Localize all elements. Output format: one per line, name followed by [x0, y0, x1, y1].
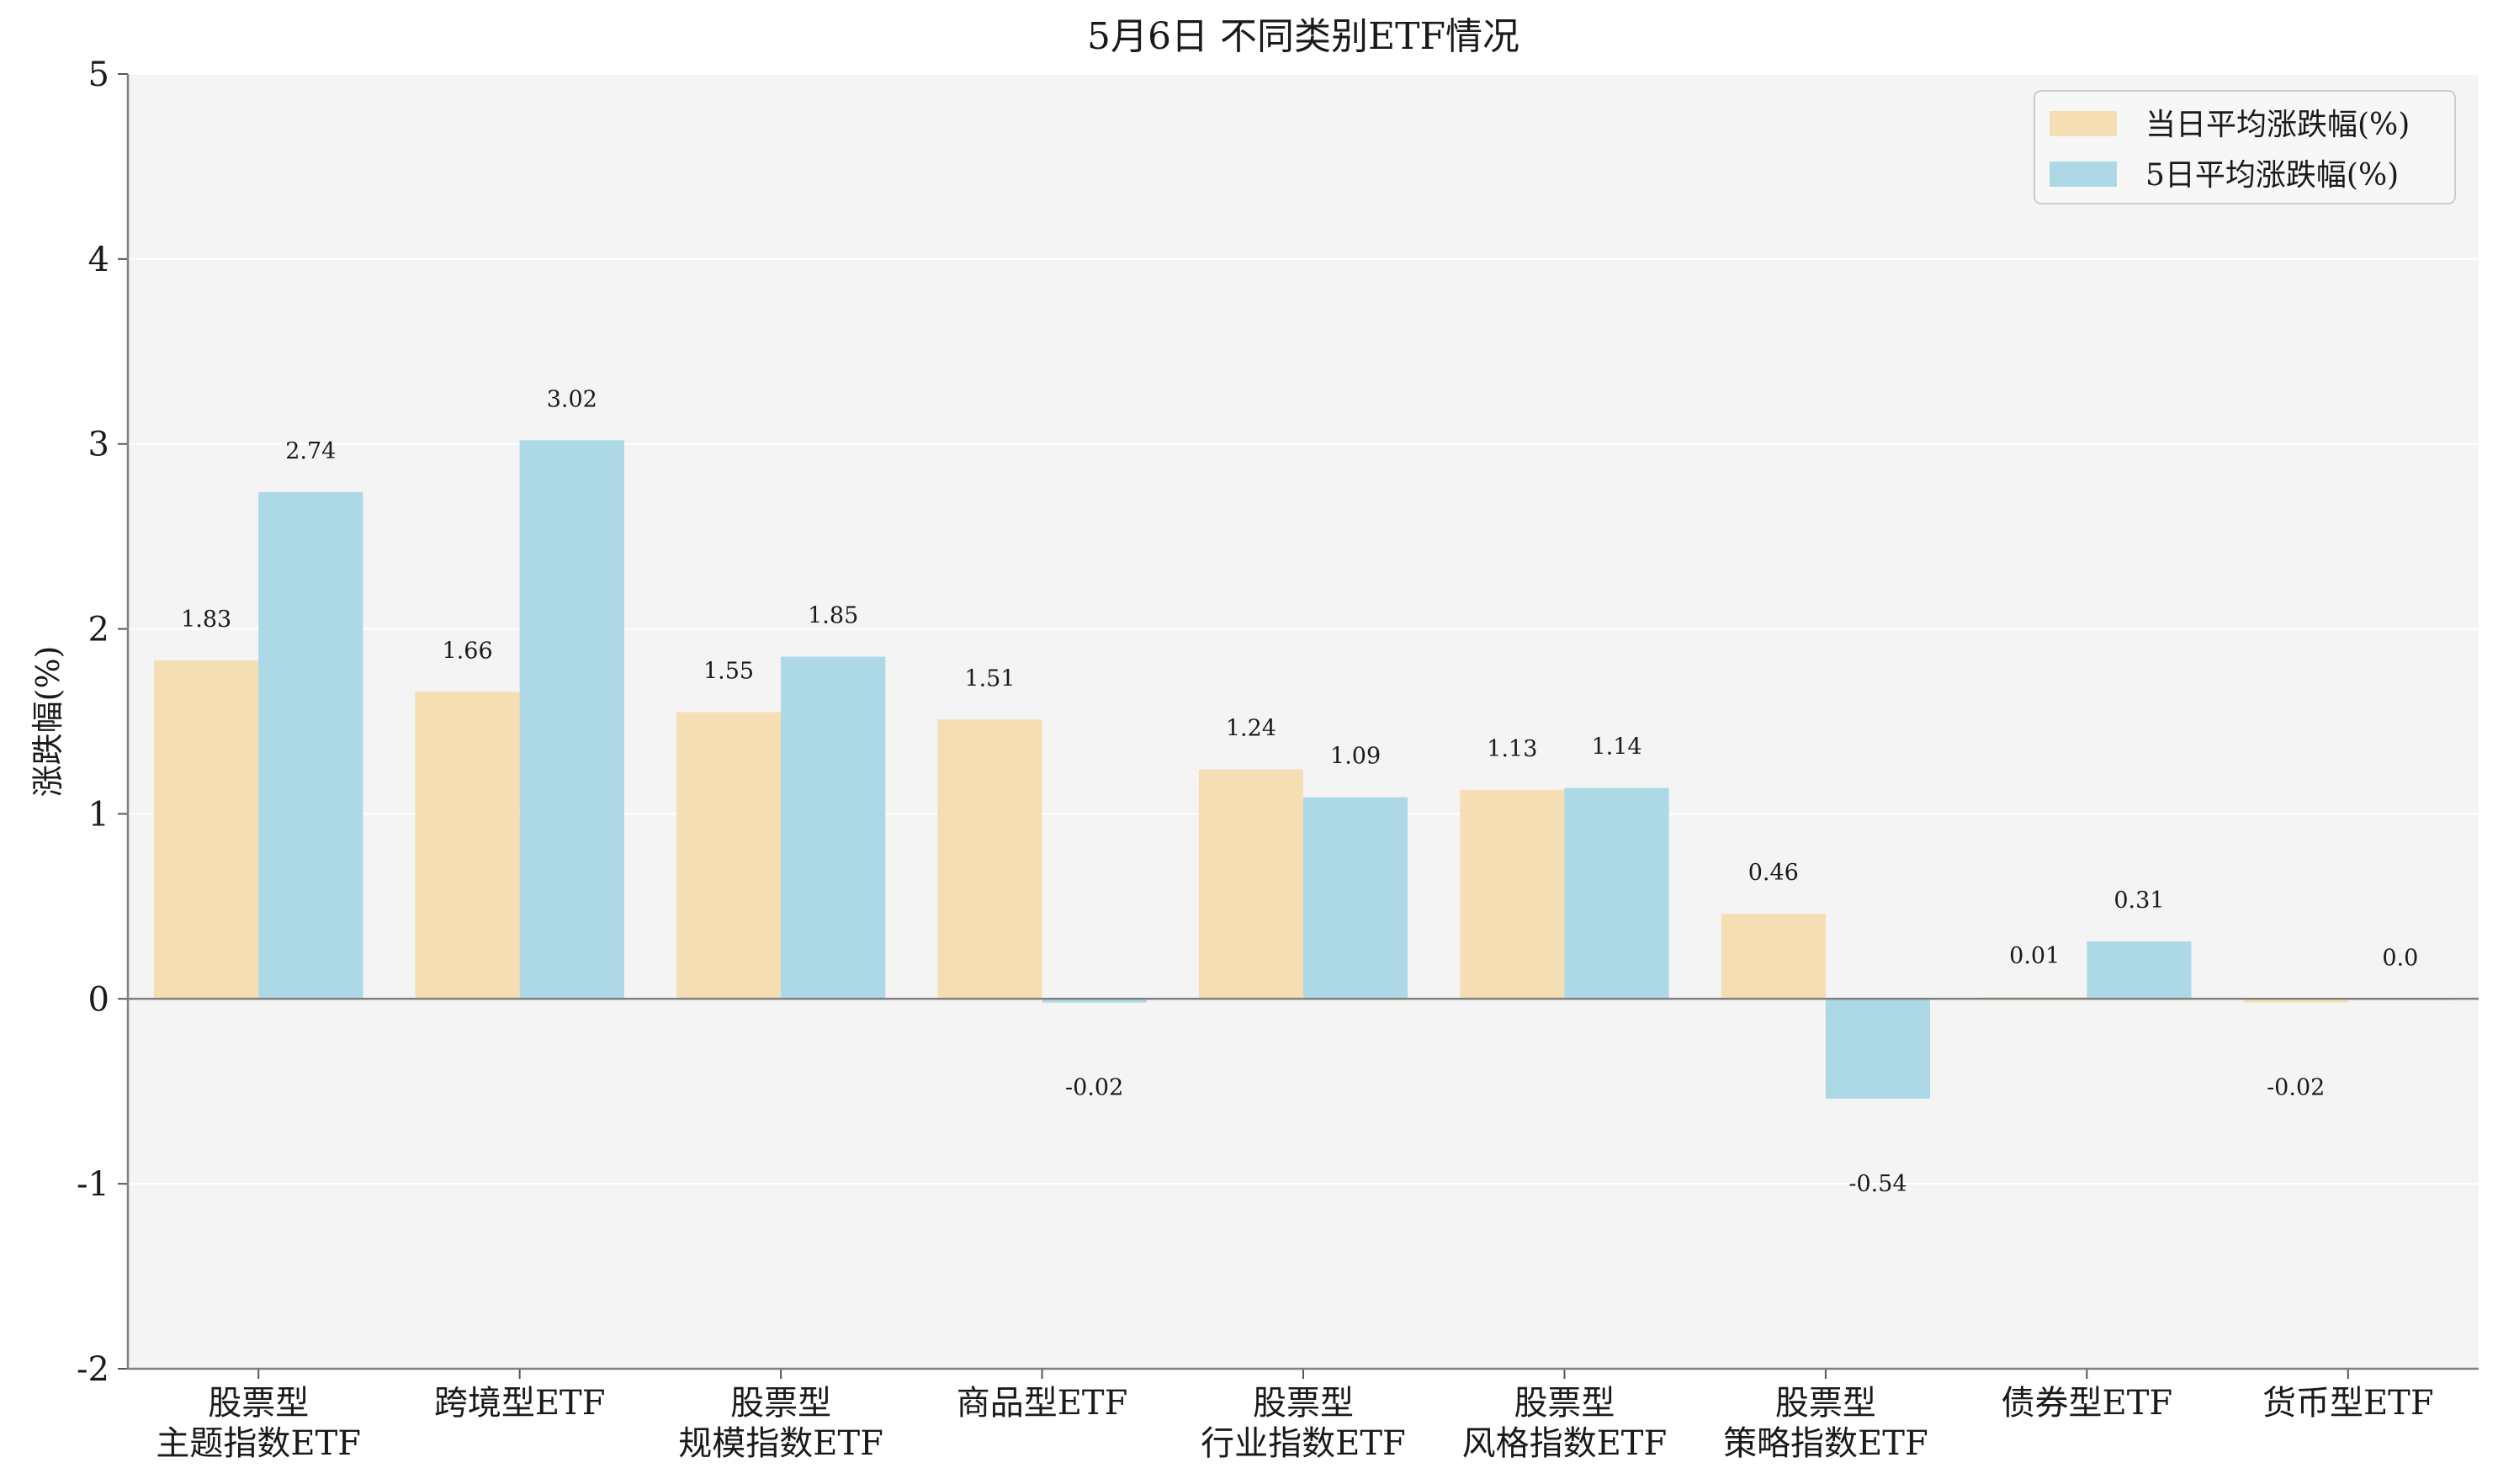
bar [676, 712, 782, 999]
x-tick-label: 股票型 [1775, 1384, 1876, 1423]
legend-label: 5日平均涨跌幅(%) [2145, 158, 2399, 193]
data-label: 0.01 [2009, 943, 2060, 969]
data-label: 0.46 [1748, 860, 1799, 886]
x-tick-label: 股票型 [1514, 1384, 1615, 1423]
y-tick-label: 0 [88, 980, 109, 1019]
x-tick-label: 货币型ETF [2262, 1384, 2434, 1423]
legend-swatch [2050, 111, 2117, 136]
data-label: 0.0 [2382, 945, 2418, 971]
bar [1564, 787, 1669, 999]
data-label: 1.66 [443, 638, 493, 664]
data-label: 3.02 [547, 386, 597, 412]
x-tick-label: 债券型ETF [2002, 1384, 2173, 1423]
data-label: 1.51 [964, 665, 1015, 692]
y-tick-label: 5 [88, 56, 109, 94]
data-label: -0.02 [1065, 1075, 1123, 1101]
data-label: 0.31 [2113, 888, 2164, 914]
data-label: 1.13 [1487, 736, 1537, 762]
data-label: 1.24 [1226, 716, 1276, 742]
x-tick-label: 策略指数ETF [1723, 1424, 1928, 1463]
data-label: 1.14 [1591, 734, 1641, 761]
bar [2243, 999, 2348, 1003]
chart-title: 5月6日 不同类别ETF情况 [1087, 15, 1519, 58]
x-tick-label: 行业指数ETF [1201, 1424, 1406, 1463]
x-tick-label: 商品型ETF [957, 1384, 1128, 1423]
bar [154, 660, 259, 999]
y-tick-label: 3 [88, 426, 109, 464]
bar [781, 656, 886, 999]
x-tick-label: 风格指数ETF [1462, 1424, 1668, 1463]
bar [2087, 941, 2192, 999]
legend-box [2034, 90, 2456, 204]
bar [1721, 914, 1826, 999]
bar [1825, 999, 1931, 1100]
bar [1198, 769, 1303, 999]
y-tick-label: -2 [77, 1350, 109, 1389]
bar [937, 719, 1042, 999]
y-tick-label: -1 [77, 1165, 109, 1204]
y-axis-label: 涨跌幅(%) [29, 646, 66, 798]
data-label: 2.74 [285, 438, 336, 464]
data-label: 1.55 [703, 659, 754, 685]
x-tick-label: 股票型 [730, 1384, 831, 1423]
legend-label: 当日平均涨跌幅(%) [2145, 108, 2410, 142]
data-labels: 1.83 2.74 1.66 3.02 1.55 1.85 1.51 -0.02 1.24 1.0… [181, 386, 2418, 1197]
x-tick-label: 股票型 [208, 1384, 309, 1423]
x-tick-label: 规模指数ETF [678, 1424, 883, 1463]
legend-swatch [2050, 162, 2117, 187]
bar [1042, 999, 1147, 1003]
y-tick-label: 2 [88, 611, 109, 649]
y-tick-label: 4 [88, 241, 109, 279]
data-label: -0.54 [1848, 1171, 1907, 1197]
x-tick-label: 跨境型ETF [434, 1384, 606, 1423]
bar [1303, 797, 1408, 999]
x-tick-label: 主题指数ETF [156, 1424, 361, 1463]
data-label: 1.85 [808, 603, 858, 629]
legend: 当日平均涨跌幅(%) 5日平均涨跌幅(%) [2034, 90, 2456, 204]
bar [519, 440, 624, 999]
x-tick-label: 股票型 [1253, 1384, 1354, 1423]
bar [415, 692, 520, 999]
y-tick-label: 1 [88, 795, 109, 834]
bar [1460, 789, 1565, 999]
data-label: -0.02 [2267, 1075, 2325, 1101]
bars [154, 440, 2453, 1100]
bar [258, 491, 363, 999]
data-label: 1.09 [1330, 744, 1381, 770]
data-label: 1.83 [181, 607, 231, 633]
